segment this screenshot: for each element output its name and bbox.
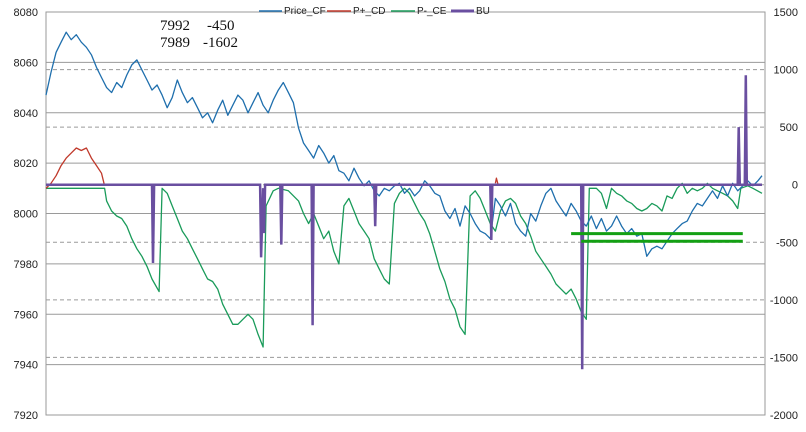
series-bu bbox=[46, 75, 762, 370]
annotation-2-value: -1602 bbox=[203, 35, 238, 51]
right-tick--1000: -1000 bbox=[770, 295, 798, 307]
legend-item-p-minus-ce: P-_CE bbox=[391, 6, 447, 17]
left-tick-8080: 8080 bbox=[14, 7, 38, 19]
right-tick-500: 500 bbox=[780, 122, 798, 134]
right-tick--2000: -2000 bbox=[770, 410, 798, 422]
annotation-1-value: -450 bbox=[207, 18, 235, 34]
right-tick-0: 0 bbox=[792, 180, 798, 192]
annotation-1-price: 7992 bbox=[160, 18, 190, 34]
legend-item-bu: BU bbox=[451, 6, 490, 17]
left-tick-8060: 8060 bbox=[14, 57, 38, 69]
annotations: 7992 -450 7989 -1602 bbox=[160, 18, 238, 51]
left-tick-8020: 8020 bbox=[14, 158, 38, 170]
right-tick-1500: 1500 bbox=[774, 7, 798, 19]
annotation-2-price: 7989 bbox=[160, 35, 190, 51]
left-tick-7960: 7960 bbox=[14, 309, 38, 321]
legend-label-p-plus-cd: P+_CD bbox=[353, 6, 386, 17]
right-tick--1500: -1500 bbox=[770, 352, 798, 364]
right-tick-1000: 1000 bbox=[774, 65, 798, 77]
series-p-cd-seg-0 bbox=[45, 147, 106, 189]
right-tick--500: -500 bbox=[776, 237, 798, 249]
left-tick-7940: 7940 bbox=[14, 360, 38, 372]
legend-item-price-cf: Price_CF bbox=[259, 6, 326, 17]
right-axis: -2000 -1500 -1000 -500 0 500 1000 1500 bbox=[770, 7, 798, 422]
legend: Price_CF P+_CD P-_CE BU bbox=[259, 6, 490, 17]
series-p-ce-seg-0 bbox=[46, 182, 763, 348]
left-tick-7980: 7980 bbox=[14, 259, 38, 271]
series-p-cd-seg-1 bbox=[494, 177, 500, 186]
left-axis: 7920 7940 7960 7980 8000 8020 8040 8060 8080 bbox=[14, 7, 38, 422]
legend-label-bu: BU bbox=[476, 6, 490, 17]
legend-item-p-plus-cd: P+_CD bbox=[327, 6, 386, 17]
left-tick-7920: 7920 bbox=[14, 410, 38, 422]
left-tick-8040: 8040 bbox=[14, 108, 38, 120]
reference-lines bbox=[571, 232, 743, 243]
left-tick-8000: 8000 bbox=[14, 209, 38, 221]
legend-label-p-minus-ce: P-_CE bbox=[417, 6, 447, 17]
legend-label-price-cf: Price_CF bbox=[284, 6, 326, 17]
